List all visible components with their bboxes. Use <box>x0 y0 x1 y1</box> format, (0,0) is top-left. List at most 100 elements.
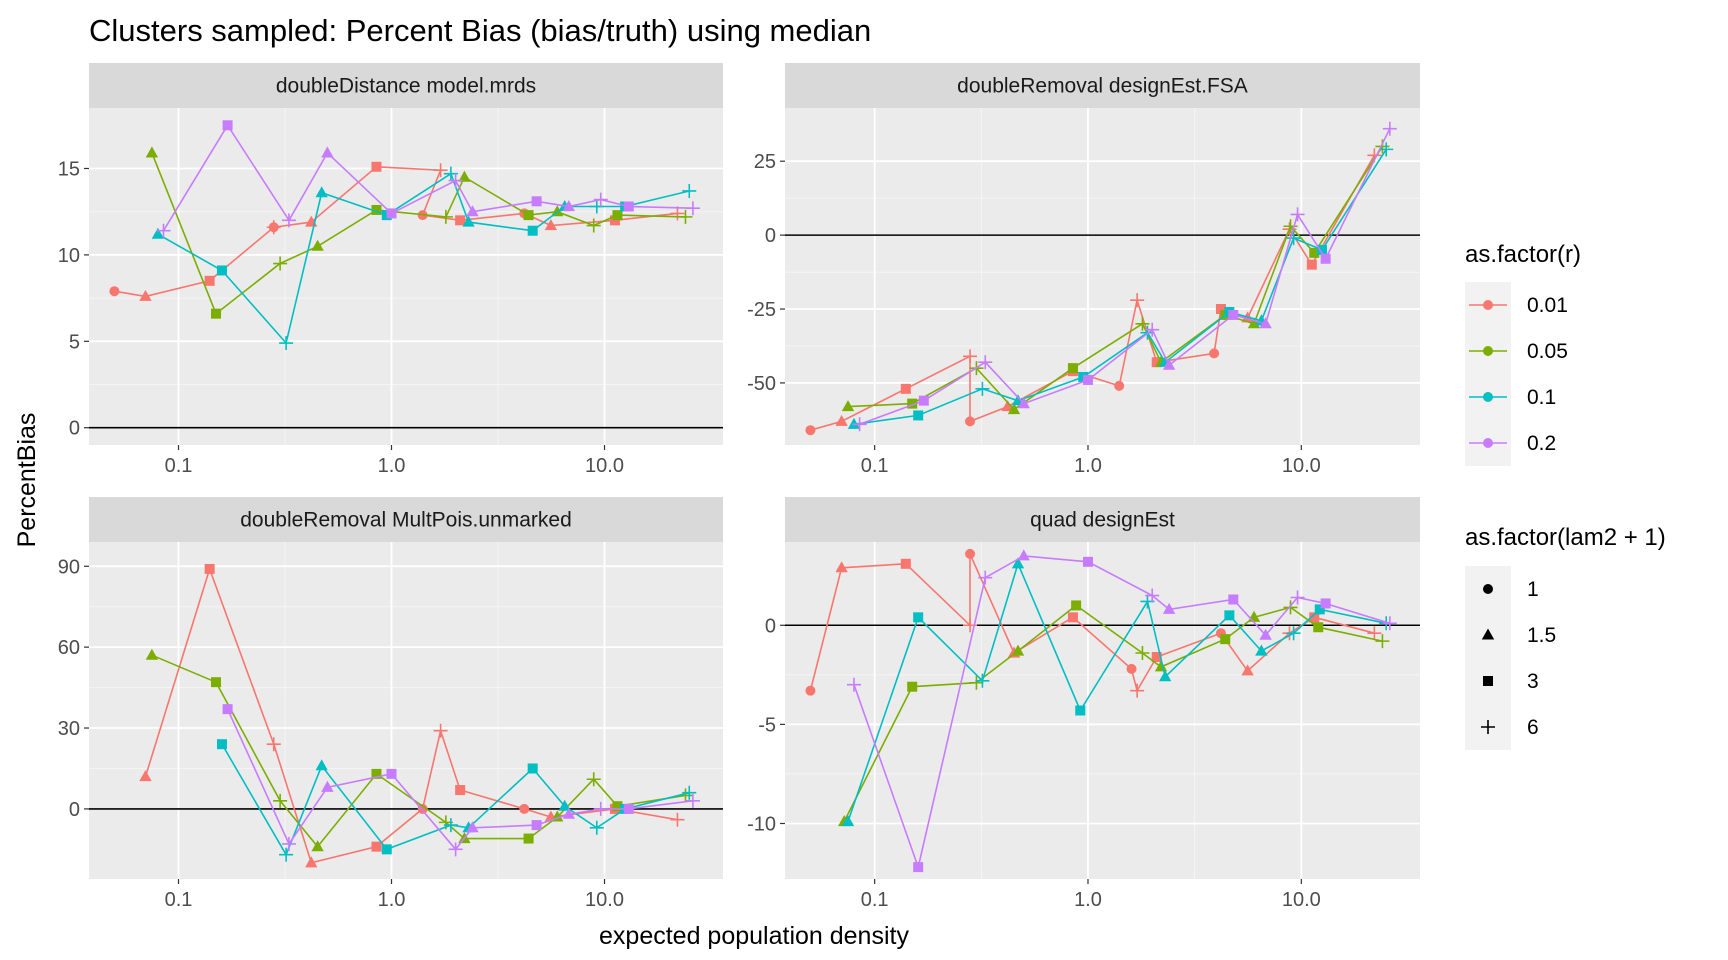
series-line <box>151 654 686 848</box>
data-point <box>1159 670 1172 682</box>
x-tick-label: 0.1 <box>165 889 193 911</box>
data-point <box>1228 594 1239 605</box>
series-line <box>843 604 1383 822</box>
data-point <box>371 768 382 779</box>
data-point <box>975 673 990 688</box>
data-point <box>682 785 697 800</box>
data-point <box>1286 231 1301 246</box>
data-point <box>1314 604 1325 615</box>
y-tick-label: 5 <box>69 331 80 353</box>
data-point <box>1114 380 1125 391</box>
data-point <box>305 856 318 868</box>
data-point <box>1241 664 1254 676</box>
y-tick-label: 90 <box>58 556 80 578</box>
data-point <box>1320 253 1331 264</box>
data-point <box>1209 348 1220 359</box>
data-point <box>1082 374 1093 385</box>
y-tick-label: -5 <box>758 714 776 736</box>
facet-panel: doubleRemoval designEst.FSA 0.1 1.0 10.0 -50… <box>747 63 1420 477</box>
data-point <box>1145 588 1160 603</box>
data-point <box>466 821 479 833</box>
data-point <box>1151 357 1162 368</box>
data-point <box>211 308 222 319</box>
data-point <box>466 205 479 217</box>
series-0.2 <box>156 120 700 238</box>
data-point <box>1135 646 1150 661</box>
data-point <box>279 847 294 862</box>
data-point <box>593 192 608 207</box>
data-point <box>682 183 697 198</box>
data-point <box>371 841 382 852</box>
data-point <box>151 227 164 239</box>
legend-item-label: 0.05 <box>1527 340 1568 363</box>
data-point <box>311 239 324 251</box>
data-point <box>1011 644 1025 656</box>
data-point <box>1130 683 1145 698</box>
data-point <box>455 785 466 796</box>
data-point <box>531 820 542 831</box>
facet-strip-label: doubleDistance model.mrds <box>276 75 536 98</box>
data-point <box>1135 316 1150 331</box>
data-point <box>109 286 120 297</box>
legend-key-shape <box>1481 628 1495 640</box>
data-point <box>1067 612 1078 623</box>
data-point <box>963 349 978 364</box>
series-0.05 <box>838 600 1390 827</box>
data-point <box>805 685 816 696</box>
data-point <box>523 833 534 844</box>
data-point <box>279 336 294 351</box>
data-point <box>1126 663 1137 674</box>
data-point <box>1290 590 1305 605</box>
series-line <box>847 561 1387 822</box>
series-line <box>853 148 1387 426</box>
legend-item-label: 3 <box>1527 670 1539 693</box>
data-point <box>519 803 530 814</box>
data-point <box>455 215 466 226</box>
data-point <box>1082 556 1093 567</box>
data-point <box>978 570 993 585</box>
data-point <box>670 206 685 221</box>
data-point <box>907 398 918 409</box>
series-0.2 <box>846 549 1397 873</box>
data-point <box>216 739 227 750</box>
data-point <box>1228 309 1239 320</box>
data-point <box>589 820 604 835</box>
data-point <box>1075 705 1086 716</box>
data-point <box>969 675 984 690</box>
y-axis-title: PercentBias <box>13 413 41 548</box>
legend-shape-title: as.factor(lam2 + 1) <box>1465 524 1666 551</box>
data-point <box>1375 634 1390 649</box>
x-tick-label: 10.0 <box>585 889 624 911</box>
data-point <box>315 186 328 198</box>
data-point <box>145 146 159 158</box>
data-point <box>222 704 233 715</box>
x-tick-label: 10.0 <box>1282 455 1321 477</box>
facet-strip-label: doubleRemoval designEst.FSA <box>957 75 1248 98</box>
data-point <box>913 862 924 873</box>
data-point <box>609 215 620 226</box>
data-point <box>1220 634 1231 645</box>
data-point <box>1382 121 1397 136</box>
data-point <box>458 170 471 182</box>
data-point <box>841 400 855 412</box>
data-point <box>1007 403 1021 415</box>
y-tick-label: 15 <box>58 158 80 180</box>
data-point <box>1379 142 1394 157</box>
data-point <box>386 768 397 779</box>
data-point <box>531 196 542 207</box>
series-line <box>853 555 1391 870</box>
plot-title: Clusters sampled: Percent Bias (bias/tru… <box>89 13 871 48</box>
data-point <box>900 383 911 394</box>
x-axis-title: expected population density <box>599 922 909 950</box>
data-point <box>847 417 861 429</box>
data-point <box>216 265 227 276</box>
data-point <box>852 417 867 432</box>
legend-key-shape <box>1483 676 1493 686</box>
legend-item-label: 6 <box>1527 716 1539 739</box>
data-point <box>222 120 233 131</box>
data-point <box>1367 626 1382 641</box>
data-point <box>448 173 463 188</box>
legend-item-label: 1.5 <box>1527 624 1556 647</box>
data-point <box>311 840 324 852</box>
